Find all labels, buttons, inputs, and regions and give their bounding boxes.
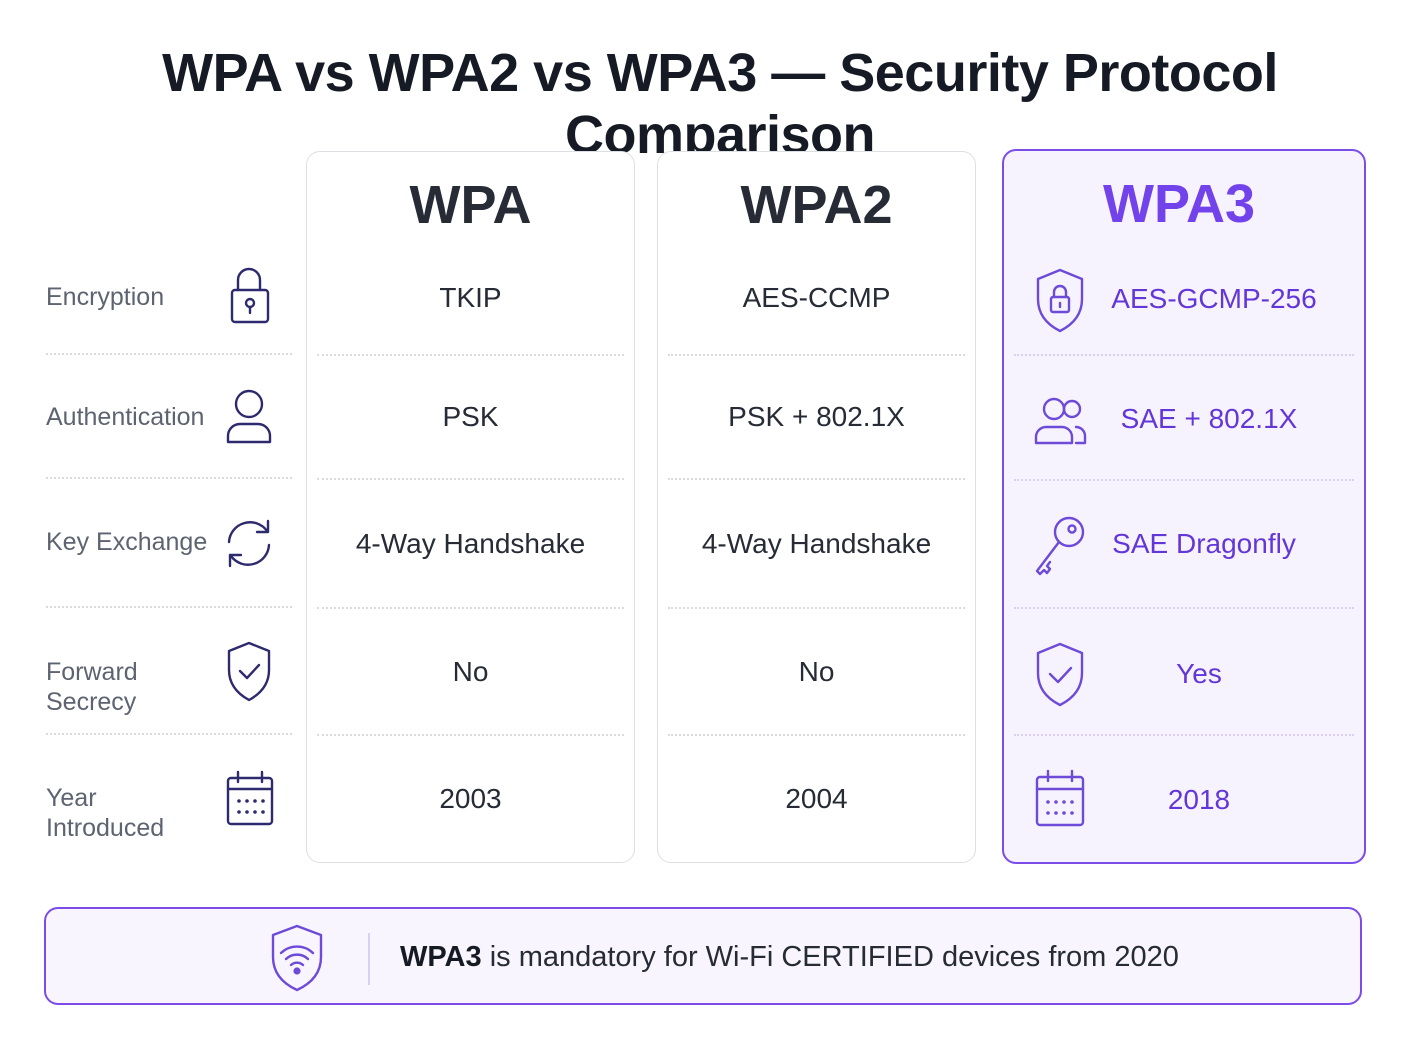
row-label-forward-secrecy: Forward Secrecy: [46, 658, 138, 716]
wpa2-year-value: 2004: [785, 783, 848, 814]
wpa2-card: WPA2 AES-CCMP PSK + 802.1X 4-Way Handsha…: [657, 151, 976, 863]
row-label-encryption: Encryption: [46, 283, 165, 311]
wpa3-card: WPA3 AES-GCMP-256 SAE + 802.1X SAE Drago…: [1002, 149, 1366, 864]
row-label-year-introduced: Year Introduced: [46, 784, 165, 842]
row-divider: [317, 478, 624, 480]
row-divider: [668, 478, 965, 480]
shield-wifi-icon: [268, 923, 326, 993]
wpa3-authentication-value: SAE + 802.1X: [1120, 403, 1298, 434]
wpa2-key-exchange-value: 4-Way Handshake: [701, 528, 932, 559]
card-title-wpa2: WPA2: [740, 175, 893, 235]
key-icon: [1032, 513, 1088, 579]
banner-message: is mandatory for Wi-Fi CERTIFIED devices…: [481, 941, 1179, 973]
wpa2-forward-secrecy-value: No: [798, 656, 835, 687]
wpa3-year-value: 2018: [1167, 784, 1231, 815]
calendar-icon: [1032, 767, 1088, 833]
shield-check-icon: [1032, 641, 1088, 707]
row-divider: [1014, 607, 1354, 609]
refresh-icon: [222, 512, 276, 574]
users-icon: [1032, 387, 1088, 453]
wpa3-key-exchange-value: SAE Dragonfly: [1112, 528, 1296, 559]
row-divider: [317, 607, 624, 609]
row-label-authentication: Authentication: [46, 403, 205, 431]
banner-text: WPA3 is mandatory for Wi-Fi CERTIFIED de…: [400, 941, 1179, 974]
user-icon: [222, 386, 276, 448]
row-divider: [1014, 734, 1354, 736]
card-title-wpa3: WPA3: [1102, 174, 1255, 234]
row-divider: [46, 353, 292, 355]
shield-lock-icon: [1032, 267, 1088, 333]
card-title-wpa: WPA: [409, 175, 532, 235]
wpa2-encryption-value: AES-CCMP: [742, 282, 891, 313]
shield-check-icon: [222, 640, 276, 702]
wpa-encryption-value: TKIP: [439, 282, 502, 313]
wpa-authentication-value: PSK: [442, 401, 499, 432]
page-title: WPA vs WPA2 vs WPA3 — Security Protocol …: [162, 43, 1278, 165]
row-divider: [317, 354, 624, 356]
banner-divider: [368, 933, 370, 985]
info-banner: WPA3 is mandatory for Wi-Fi CERTIFIED de…: [44, 907, 1362, 1005]
row-divider: [1014, 479, 1354, 481]
wpa2-authentication-value: PSK + 802.1X: [728, 401, 905, 432]
row-divider: [46, 733, 292, 735]
calendar-icon: [222, 768, 276, 830]
lock-icon: [222, 264, 276, 326]
wpa-card: WPA TKIP PSK 4-Way Handshake No 2003: [306, 151, 635, 863]
banner-strong: WPA3: [400, 941, 482, 973]
row-label-key-exchange: Key Exchange: [46, 528, 208, 556]
wpa-forward-secrecy-value: No: [452, 656, 489, 687]
row-divider: [46, 606, 292, 608]
wpa3-forward-secrecy-value: Yes: [1176, 658, 1222, 689]
row-divider: [1014, 354, 1354, 356]
row-divider: [46, 477, 292, 479]
wpa3-encryption-value: AES-GCMP-256: [1111, 283, 1317, 314]
row-divider: [668, 607, 965, 609]
row-divider: [668, 354, 965, 356]
wpa-year-value: 2003: [439, 783, 502, 814]
row-divider: [317, 734, 624, 736]
wpa-key-exchange-value: 4-Way Handshake: [355, 528, 586, 559]
row-divider: [668, 734, 965, 736]
